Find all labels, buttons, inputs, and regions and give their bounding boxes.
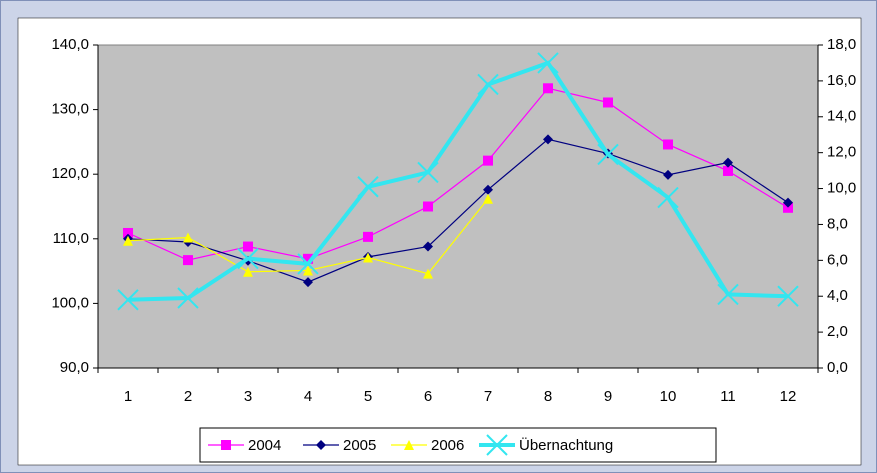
y2-tick-label: 6,0 — [827, 251, 848, 268]
y-tick-label: 100,0 — [51, 294, 89, 311]
data-point — [297, 253, 319, 275]
data-point — [303, 277, 313, 288]
data-point — [123, 227, 133, 238]
y2-tick-label: 18,0 — [827, 36, 856, 53]
y2-tick-label: 10,0 — [827, 180, 856, 197]
data-point — [483, 184, 493, 195]
x-tick-label: 7 — [484, 388, 492, 405]
x-tick-label: 2 — [184, 388, 192, 405]
x-tick-label: 9 — [604, 388, 612, 405]
series-line — [127, 60, 789, 302]
data-point — [183, 232, 193, 243]
data-point — [177, 287, 199, 309]
data-point — [663, 169, 673, 180]
x-tick-label: 12 — [780, 388, 797, 405]
y2-tick-label: 12,0 — [827, 144, 856, 161]
data-point — [363, 252, 373, 263]
x-tick-label: 5 — [364, 388, 372, 405]
data-point — [717, 283, 739, 306]
data-point — [543, 83, 553, 94]
y-tick-label: 140,0 — [51, 36, 89, 53]
legend-box — [199, 427, 717, 463]
data-point — [303, 265, 313, 276]
data-point — [483, 193, 493, 204]
data-point — [423, 201, 433, 212]
legend-marker — [404, 440, 414, 450]
data-point — [723, 157, 733, 168]
data-point — [423, 268, 433, 279]
y2-tick-label: 4,0 — [827, 287, 848, 304]
data-point — [537, 52, 559, 74]
data-point — [663, 139, 673, 150]
y2-tick-label: 14,0 — [827, 108, 856, 125]
legend-marker — [316, 440, 326, 450]
data-point — [783, 197, 793, 208]
legend-label: 2005 — [343, 437, 376, 454]
data-point — [357, 176, 379, 198]
legend-label: Übernachtung — [519, 436, 613, 454]
data-point — [423, 241, 433, 252]
y-tick-label: 90,0 — [60, 359, 89, 376]
x-tick-label: 6 — [424, 388, 432, 405]
x-tick-label: 8 — [544, 388, 552, 405]
x-tick-label: 10 — [660, 388, 677, 405]
data-point — [783, 202, 793, 213]
plot-area — [97, 44, 819, 369]
data-point — [597, 143, 619, 166]
data-point — [363, 231, 373, 242]
data-point — [243, 266, 253, 277]
x-tick-label: 1 — [124, 388, 132, 405]
data-point — [183, 255, 193, 266]
x-tick-label: 4 — [304, 388, 312, 405]
data-point — [543, 134, 553, 145]
y2-tick-label: 8,0 — [827, 215, 848, 232]
data-point — [243, 241, 253, 252]
legend-marker — [486, 434, 508, 456]
data-point — [723, 165, 733, 176]
data-point — [483, 155, 493, 166]
legend-label: 2006 — [431, 437, 464, 454]
x-tick-label: 11 — [720, 388, 736, 405]
y2-tick-label: 16,0 — [827, 72, 856, 89]
series-line — [127, 138, 789, 283]
legend-label: 2004 — [248, 437, 281, 454]
data-point — [303, 253, 313, 264]
data-point — [603, 97, 613, 108]
data-point — [657, 186, 679, 209]
y-tick-label: 130,0 — [51, 101, 89, 118]
y-tick-label: 110,0 — [53, 230, 89, 247]
y2-tick-label: 0,0 — [827, 359, 848, 376]
legend-marker — [221, 440, 231, 450]
data-point — [117, 289, 139, 311]
y2-tick-label: 2,0 — [827, 323, 848, 340]
y-tick-label: 120,0 — [51, 165, 89, 182]
data-point — [237, 247, 259, 270]
data-point — [777, 285, 799, 307]
data-point — [417, 161, 439, 184]
data-point — [477, 73, 499, 96]
x-tick-label: 3 — [244, 388, 252, 405]
data-point — [123, 235, 133, 246]
